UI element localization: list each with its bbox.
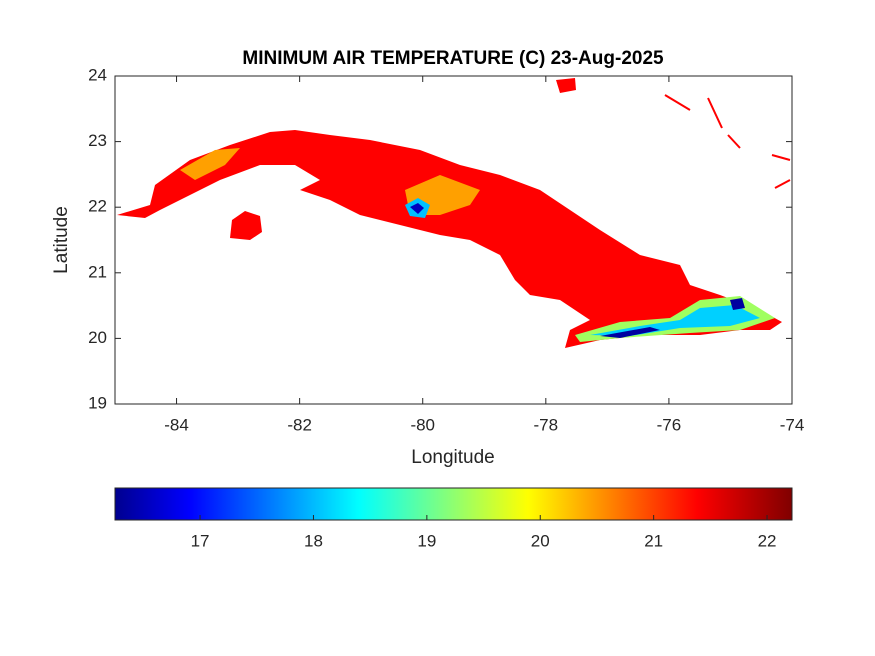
x-tick-label: -80 (410, 415, 435, 434)
x-tick-label: -78 (534, 415, 559, 434)
y-tick-label: 19 (88, 393, 107, 412)
colorbar-tick-label: 17 (191, 531, 210, 550)
colorbar (114, 487, 793, 521)
map-land (117, 78, 791, 348)
colorbar-tick-label: 18 (304, 531, 323, 550)
x-tick-label: -82 (287, 415, 312, 434)
x-tick-label: -76 (657, 415, 682, 434)
colorbar-tick-label: 22 (758, 531, 777, 550)
y-tick-label: 21 (88, 262, 107, 281)
y-tick-label: 24 (88, 65, 107, 84)
x-tick-label: -74 (780, 415, 805, 434)
colorbar-tick-label: 19 (417, 531, 436, 550)
colorbar-tick-label: 21 (644, 531, 663, 550)
x-tick-label: -84 (164, 415, 189, 434)
x-axis-label: Longitude (411, 447, 494, 468)
y-tick-label: 22 (88, 197, 107, 216)
y-axis-label: Latitude (51, 206, 72, 274)
chart-title: MINIMUM AIR TEMPERATURE (C) 23-Aug-2025 (242, 48, 664, 69)
y-tick-label: 23 (88, 131, 107, 150)
colorbar-tick-label: 20 (531, 531, 550, 550)
plot-frame (114, 75, 793, 405)
y-tick-label: 20 (88, 328, 107, 347)
